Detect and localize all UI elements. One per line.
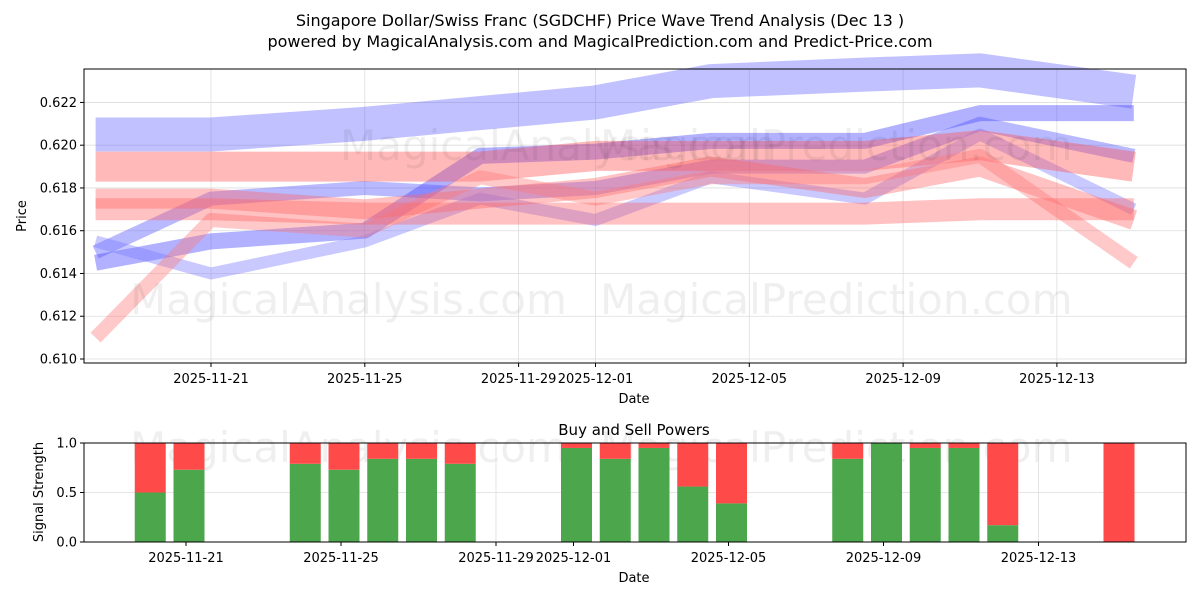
y-tick-label: 0.622	[40, 96, 77, 111]
x-tick-label: 2025-12-13	[1001, 551, 1077, 566]
y-tick-label: 0.612	[40, 310, 77, 325]
x-tick-label: 2025-12-01	[536, 551, 612, 566]
sell-bar	[948, 443, 980, 448]
sell-bar	[289, 443, 321, 464]
price-x-label: Date	[618, 392, 649, 407]
wave-blue-wave-2	[94, 105, 1134, 271]
buy-bar	[948, 447, 980, 542]
wave-blue-wave-4	[93, 128, 1137, 280]
sell-bar	[987, 443, 1019, 526]
buy-bar	[716, 503, 747, 542]
y-tick-label: 0.0	[56, 536, 77, 551]
buy-bar	[832, 458, 864, 542]
price-plot-frame	[83, 68, 1187, 364]
sell-bar	[677, 443, 709, 487]
wave-blue-wave-1	[95, 53, 1137, 152]
sell-bar	[832, 443, 864, 459]
powers-x-label: Date	[618, 571, 649, 586]
buy-bar	[909, 447, 941, 542]
sell-bar	[367, 443, 399, 459]
y-tick-label: 0.616	[40, 224, 77, 239]
x-tick-label: 2025-11-25	[327, 372, 403, 387]
buy-bar	[406, 458, 437, 542]
price-axes: 2025-11-21 2025-11-25 2025-11-29 2025-12-01…	[40, 96, 1095, 387]
buy-bar	[134, 492, 166, 542]
x-tick-label: 2025-12-01	[558, 372, 634, 387]
wave-blue-wave-3	[92, 116, 1136, 259]
wave-red-wave-2	[95, 156, 1138, 230]
chart-title: Singapore Dollar/Swiss Franc (SGDCHF) Pr…	[296, 11, 904, 30]
wave-red-wave-3	[90, 148, 1138, 343]
watermark: MagicalPrediction.com	[600, 121, 1073, 170]
watermark: MagicalAnalysis.com	[340, 121, 777, 170]
y-tick-label: 0.5	[56, 486, 77, 501]
sell-bar	[444, 443, 476, 464]
x-tick-label: 2025-11-29	[481, 372, 557, 387]
sell-bar	[638, 443, 670, 448]
buy-bar	[871, 443, 902, 542]
buy-bar	[328, 469, 360, 542]
y-tick-label: 1.0	[56, 437, 77, 452]
buy-bar	[561, 447, 592, 542]
x-tick-label: 2025-12-13	[1019, 372, 1095, 387]
sell-bar	[134, 443, 166, 493]
sell-bar	[716, 443, 747, 504]
y-tick-label: 0.614	[40, 267, 77, 282]
powers-bars	[134, 443, 1135, 542]
x-tick-label: 2025-11-29	[458, 551, 534, 566]
watermark: MagicalAnalysis.com	[130, 275, 567, 324]
price-grid	[84, 69, 1186, 363]
buy-bar	[987, 525, 1019, 542]
price-waves	[90, 53, 1138, 343]
powers-y-label: Signal Strength	[32, 442, 47, 542]
powers-title: Buy and Sell Powers	[558, 421, 710, 439]
buy-bar	[599, 458, 631, 542]
wave-red-wave-4	[95, 198, 1134, 225]
x-tick-label: 2025-11-21	[148, 551, 224, 566]
sell-bar	[561, 443, 592, 448]
buy-bar	[367, 458, 399, 542]
chart-subtitle: powered by MagicalAnalysis.com and Magic…	[267, 32, 932, 51]
wave-red-wave-1	[95, 130, 1136, 182]
y-tick-label: 0.620	[40, 139, 77, 154]
buy-bar	[444, 463, 476, 542]
y-tick-label: 0.610	[40, 353, 77, 368]
powers-axes: 2025-11-21 2025-11-25 2025-11-29 2025-12-01…	[56, 437, 1076, 567]
sell-bar	[909, 443, 941, 448]
x-tick-label: 2025-12-09	[865, 372, 941, 387]
buy-bar	[677, 486, 709, 542]
x-tick-label: 2025-12-05	[691, 551, 767, 566]
sell-bar	[328, 443, 360, 470]
x-tick-label: 2025-12-09	[846, 551, 922, 566]
y-tick-label: 0.618	[40, 181, 77, 196]
sell-bar	[599, 443, 631, 459]
buy-bar	[173, 469, 205, 542]
watermark: MagicalPrediction.com	[600, 275, 1073, 324]
sell-bar	[173, 443, 205, 470]
x-tick-label: 2025-11-25	[303, 551, 379, 566]
x-tick-label: 2025-11-21	[173, 372, 249, 387]
sell-bar	[1103, 443, 1135, 542]
buy-bar	[638, 447, 670, 542]
price-y-label: Price	[15, 200, 30, 232]
sell-bar	[406, 443, 437, 459]
buy-bar	[289, 463, 321, 542]
x-tick-label: 2025-12-05	[712, 372, 788, 387]
